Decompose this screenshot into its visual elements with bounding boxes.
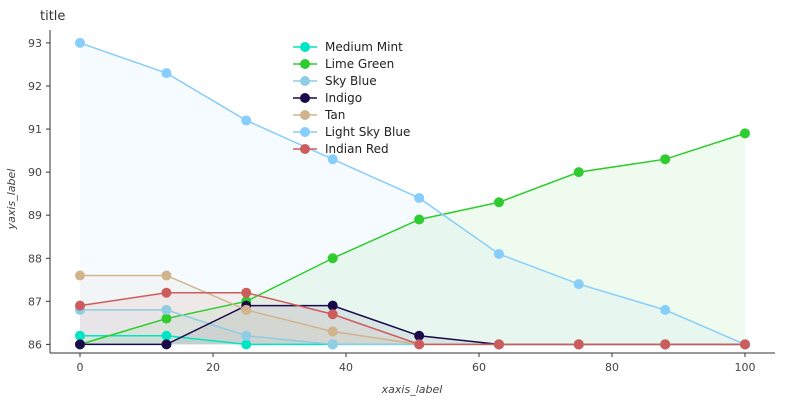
- y-axis-label: yaxis_label: [5, 169, 18, 231]
- x-tick-label: 100: [735, 361, 756, 374]
- chart-title: title: [40, 9, 65, 24]
- legend-marker-indian-red: [300, 144, 310, 154]
- legend-label-medium-mint: Medium Mint: [325, 40, 403, 54]
- y-tick-label: 93: [28, 37, 42, 50]
- data-point-indian-red: [414, 339, 425, 350]
- series-area-tan: [80, 275, 745, 345]
- data-point-indigo: [75, 339, 85, 350]
- data-point-sky-blue: [161, 304, 172, 315]
- data-point-sky-blue: [327, 339, 338, 350]
- y-tick-label: 91: [28, 123, 42, 136]
- data-point-tan: [327, 326, 338, 337]
- x-tick-label: 0: [77, 361, 84, 374]
- data-point-tan: [161, 270, 172, 281]
- data-point-medium-mint: [241, 339, 252, 350]
- series-markers: [75, 37, 750, 350]
- data-point-indian-red: [660, 339, 671, 350]
- data-point-light-sky-blue: [414, 192, 425, 203]
- data-point-indian-red: [75, 300, 85, 311]
- data-point-light-sky-blue: [660, 304, 671, 315]
- data-point-tan: [75, 270, 85, 281]
- legend-marker-sky-blue: [300, 76, 310, 86]
- legend-marker-tan: [300, 110, 310, 120]
- data-point-lime-green: [493, 197, 504, 208]
- data-point-lime-green: [573, 167, 584, 178]
- series-areas: [80, 42, 745, 345]
- data-point-indian-red: [493, 339, 504, 350]
- x-tick-label: 40: [339, 361, 353, 374]
- legend-marker-indigo: [300, 93, 310, 103]
- x-tick-label: 60: [472, 361, 486, 374]
- data-point-indian-red: [161, 287, 172, 298]
- data-point-light-sky-blue: [241, 115, 252, 126]
- data-point-lime-green: [327, 253, 338, 264]
- legend: Medium Mint Lime Green Sky Blue Indigo Tan Li…: [293, 40, 410, 156]
- data-point-indigo: [327, 300, 338, 311]
- data-point-indian-red: [740, 339, 750, 350]
- legend-label-indigo: Indigo: [325, 91, 362, 105]
- x-axis-label: xaxis_label: [381, 383, 443, 396]
- data-point-light-sky-blue: [493, 248, 504, 259]
- data-point-lime-green: [161, 313, 172, 324]
- data-point-indigo: [161, 339, 172, 350]
- y-tick-label: 88: [28, 252, 42, 265]
- data-point-light-sky-blue: [327, 154, 338, 165]
- legend-label-tan: Tan: [324, 108, 345, 122]
- y-tick-label: 87: [28, 295, 42, 308]
- data-point-medium-mint: [75, 330, 85, 341]
- y-tick-label: 92: [28, 80, 42, 93]
- data-point-lime-green: [414, 214, 425, 225]
- legend-marker-lime-green: [300, 59, 310, 69]
- data-point-indigo: [414, 330, 425, 341]
- data-point-lime-green: [740, 128, 750, 139]
- data-point-light-sky-blue: [75, 37, 85, 48]
- legend-marker-medium-mint: [300, 42, 310, 52]
- series-area-sky-blue: [80, 309, 745, 345]
- series-area-light-sky-blue: [80, 42, 745, 345]
- data-point-medium-mint: [161, 330, 172, 341]
- x-tick-label: 80: [605, 361, 619, 374]
- data-point-indian-red: [241, 287, 252, 298]
- series-area-medium-mint: [80, 335, 745, 345]
- legend-marker-light-sky-blue: [300, 127, 310, 137]
- legend-label-light-sky-blue: Light Sky Blue: [325, 125, 410, 139]
- data-point-indian-red: [573, 339, 584, 350]
- x-tick-label: 20: [206, 361, 220, 374]
- legend-label-sky-blue: Sky Blue: [325, 74, 377, 88]
- y-tick-label: 90: [28, 166, 42, 179]
- y-tick-label: 86: [28, 338, 42, 351]
- legend-label-lime-green: Lime Green: [325, 57, 394, 71]
- y-tick-label: 89: [28, 209, 42, 222]
- data-point-tan: [241, 304, 252, 315]
- series-area-lime-green: [80, 133, 745, 345]
- data-point-lime-green: [660, 154, 671, 165]
- data-point-light-sky-blue: [573, 279, 584, 290]
- data-point-indian-red: [327, 309, 338, 320]
- data-point-light-sky-blue: [161, 68, 172, 79]
- data-point-sky-blue: [241, 330, 252, 341]
- axes: 0 20 40 60 80 100 86 87 88 89 90 91 92 93: [28, 30, 775, 374]
- legend-label-indian-red: Indian Red: [325, 142, 389, 156]
